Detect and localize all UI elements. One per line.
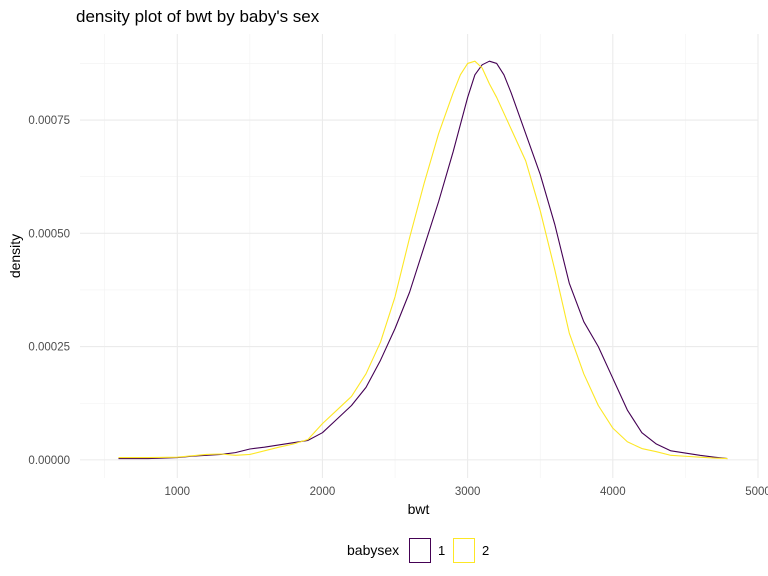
y-tick-label: 0.00000: [28, 455, 70, 467]
legend: babysex 1 2: [347, 538, 489, 563]
x-tick-labels: 1000 2000 3000 4000 5000: [164, 486, 768, 498]
legend-key-1: [409, 538, 431, 563]
density-line-babysex-2: [118, 60, 728, 460]
density-series: [118, 60, 728, 460]
y-tick-label: 0.00050: [28, 228, 70, 240]
x-tick-label: 4000: [600, 486, 626, 498]
chart-title: density plot of bwt by baby's sex: [76, 7, 320, 26]
x-tick-label: 2000: [310, 486, 336, 498]
y-tick-labels: 0.00000 0.00025 0.00050 0.00075: [28, 115, 70, 467]
minor-grid-lines: [80, 34, 758, 478]
legend-title: babysex: [347, 542, 399, 558]
major-grid-lines: [80, 34, 759, 478]
legend-label-1: 1: [438, 543, 445, 558]
legend-label-2: 2: [482, 543, 489, 558]
x-tick-label: 3000: [455, 486, 481, 498]
density-line-babysex-1: [118, 60, 728, 460]
y-tick-label: 0.00075: [28, 115, 70, 127]
y-axis-label: density: [7, 234, 23, 278]
y-tick-label: 0.00025: [28, 342, 70, 354]
x-axis-label: bwt: [408, 501, 430, 517]
x-tick-label: 1000: [164, 486, 190, 498]
legend-key-2: [453, 538, 475, 563]
x-tick-label: 5000: [745, 486, 768, 498]
